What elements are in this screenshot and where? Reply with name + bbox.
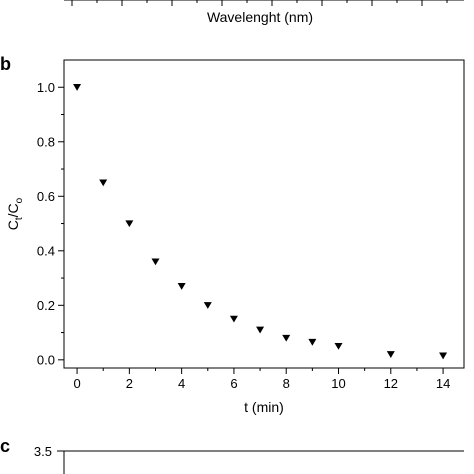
data-series <box>73 84 448 360</box>
x-tick-label: 8 <box>283 376 290 391</box>
data-point <box>125 220 134 228</box>
panel-a-xaxis-fragment: Wavelenght (nm) <box>64 0 464 25</box>
data-point <box>73 84 82 91</box>
panel-c-label: c <box>0 436 10 456</box>
data-point <box>177 283 186 290</box>
data-point <box>308 338 317 346</box>
y-tick-label: 0.4 <box>37 243 55 258</box>
data-point <box>334 342 343 350</box>
x-tick-label: 0 <box>73 376 80 391</box>
data-point <box>203 302 212 309</box>
panel-b-label: b <box>0 54 11 74</box>
panel-c-ytick-label: 3.5 <box>34 444 52 459</box>
panel-a-xlabel: Wavelenght (nm) <box>207 9 313 25</box>
y-tick-label: 0.6 <box>37 189 55 204</box>
y-axis: 0.0 0.2 0.4 0.6 0.8 1.0 <box>37 80 64 367</box>
data-point <box>99 179 108 187</box>
x-axis: 0 2 4 6 8 10 12 14 <box>73 368 450 391</box>
x-tick-label: 4 <box>178 376 185 391</box>
data-point <box>151 258 160 266</box>
data-point <box>256 326 265 334</box>
x-tick-label: 6 <box>230 376 237 391</box>
data-point <box>386 351 395 358</box>
data-point <box>229 315 238 323</box>
data-point <box>282 334 291 342</box>
x-tick-label: 12 <box>384 376 398 391</box>
x-tick-label: 2 <box>126 376 133 391</box>
x-tick-label: 14 <box>436 376 450 391</box>
y-tick-label: 0.0 <box>37 352 55 367</box>
y-tick-label: 1.0 <box>37 80 55 95</box>
y-tick-label: 0.2 <box>37 298 55 313</box>
x-tick-label: 10 <box>331 376 345 391</box>
y-axis-label: Ct/Co <box>5 197 25 230</box>
x-axis-label: t (min) <box>244 399 284 415</box>
data-point <box>439 352 448 360</box>
y-tick-label: 0.8 <box>37 134 55 149</box>
plot-frame <box>63 59 465 369</box>
